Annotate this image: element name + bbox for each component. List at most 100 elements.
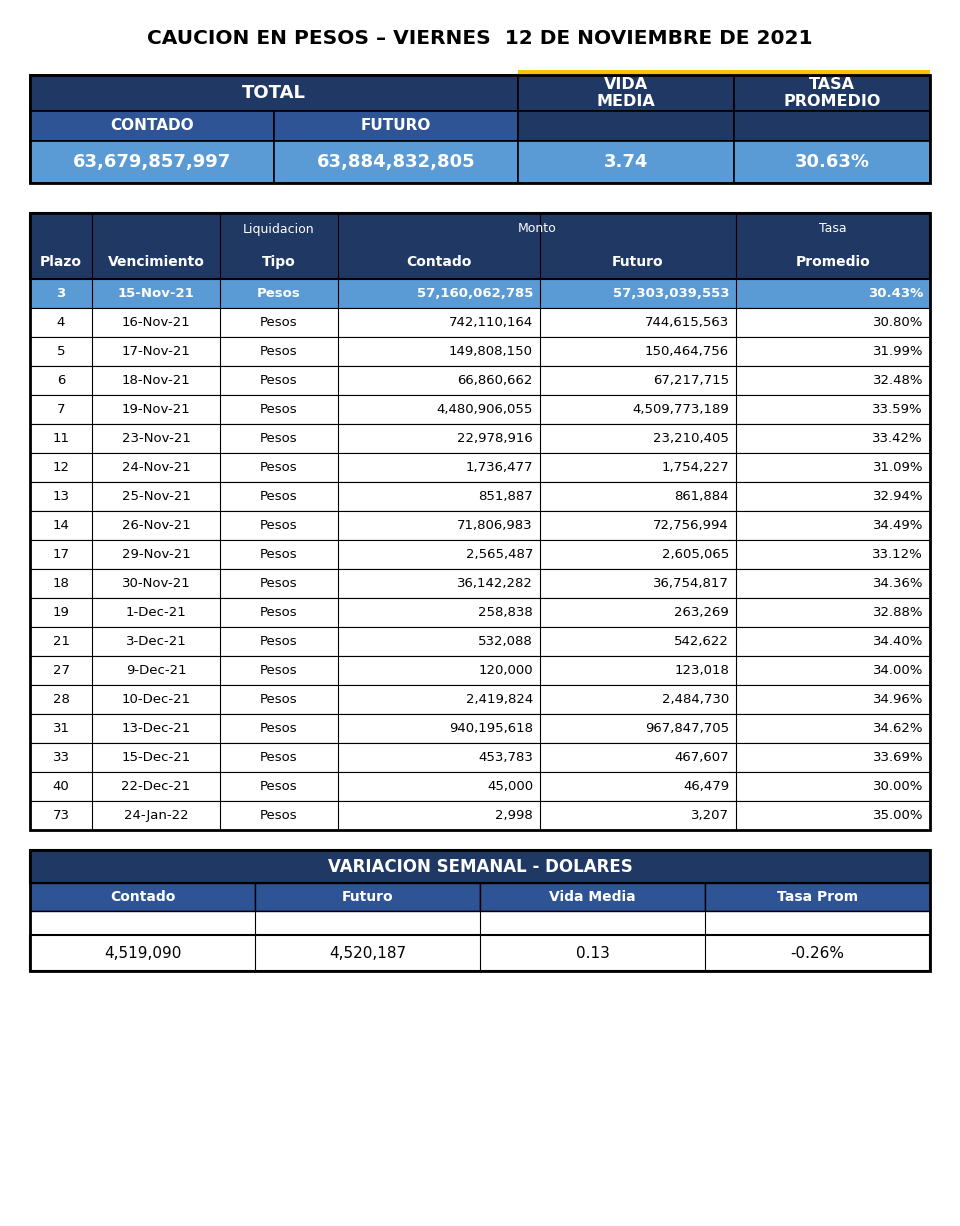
Text: 27: 27 (53, 664, 69, 677)
Text: 940,195,618: 940,195,618 (449, 722, 533, 736)
Text: Contado: Contado (406, 255, 471, 268)
Text: -0.26%: -0.26% (790, 945, 845, 960)
Bar (30, 714, 930, 743)
Text: 34.00%: 34.00% (873, 664, 923, 677)
Bar (30, 935, 930, 971)
Text: VIDA
MEDIA: VIDA MEDIA (596, 77, 656, 109)
Text: 120,000: 120,000 (478, 664, 533, 677)
Text: 2,605,065: 2,605,065 (661, 548, 729, 562)
Text: Pesos: Pesos (260, 577, 298, 590)
Text: 15-Dec-21: 15-Dec-21 (121, 752, 191, 764)
Text: 34.40%: 34.40% (873, 635, 923, 649)
Bar (518, 75, 734, 112)
Text: Pesos: Pesos (260, 316, 298, 329)
Text: 21: 21 (53, 635, 69, 649)
Text: 31.09%: 31.09% (873, 461, 923, 474)
Bar (30, 367, 930, 395)
Text: 150,464,756: 150,464,756 (645, 345, 729, 358)
Text: 851,887: 851,887 (478, 490, 533, 503)
Text: 34.49%: 34.49% (873, 519, 923, 532)
Text: 258,838: 258,838 (478, 606, 533, 619)
Bar (30, 685, 930, 714)
Text: 63,884,832,805: 63,884,832,805 (317, 153, 475, 170)
Text: 30.80%: 30.80% (873, 316, 923, 329)
Text: Pesos: Pesos (260, 432, 298, 445)
Bar (255, 883, 480, 911)
Bar (30, 141, 274, 183)
Bar (30, 850, 930, 883)
Text: CONTADO: CONTADO (110, 119, 194, 134)
Text: 19-Nov-21: 19-Nov-21 (122, 403, 190, 416)
Text: 17-Nov-21: 17-Nov-21 (122, 345, 190, 358)
Text: 453,783: 453,783 (478, 752, 533, 764)
Text: 13-Dec-21: 13-Dec-21 (121, 722, 191, 736)
Bar (30, 280, 930, 308)
Text: Pesos: Pesos (260, 403, 298, 416)
Text: 36,754,817: 36,754,817 (653, 577, 729, 590)
Text: 45,000: 45,000 (487, 780, 533, 793)
Text: 25-Nov-21: 25-Nov-21 (122, 490, 190, 503)
Text: 34.36%: 34.36% (873, 577, 923, 590)
Text: 35.00%: 35.00% (873, 809, 923, 821)
Bar (274, 141, 518, 183)
Bar (30, 395, 930, 424)
Bar (30, 511, 930, 539)
Text: 10-Dec-21: 10-Dec-21 (121, 693, 191, 706)
Bar (480, 883, 705, 911)
Text: Pesos: Pesos (257, 287, 300, 300)
Text: Tipo: Tipo (262, 255, 296, 268)
Text: 15-Nov-21: 15-Nov-21 (118, 287, 194, 300)
Text: 30.43%: 30.43% (868, 287, 923, 300)
Text: 73: 73 (53, 809, 69, 821)
Text: 4,520,187: 4,520,187 (329, 945, 406, 960)
Bar (518, 70, 930, 75)
Text: 28: 28 (53, 693, 69, 706)
Bar (30, 626, 930, 656)
Text: 4,509,773,189: 4,509,773,189 (633, 403, 729, 416)
Bar (30, 539, 930, 569)
Text: 14: 14 (53, 519, 69, 532)
Text: 18: 18 (53, 577, 69, 590)
Bar (30, 569, 930, 598)
Text: 3-Dec-21: 3-Dec-21 (126, 635, 186, 649)
Text: 1-Dec-21: 1-Dec-21 (126, 606, 186, 619)
Text: 1,754,227: 1,754,227 (661, 461, 729, 474)
Text: 23-Nov-21: 23-Nov-21 (122, 432, 190, 445)
Text: 123,018: 123,018 (674, 664, 729, 677)
Text: 32.48%: 32.48% (873, 374, 923, 387)
Text: 532,088: 532,088 (478, 635, 533, 649)
Bar (518, 141, 734, 183)
Text: Pesos: Pesos (260, 664, 298, 677)
Text: Pesos: Pesos (260, 374, 298, 387)
Text: Pesos: Pesos (260, 635, 298, 649)
Bar (30, 452, 930, 482)
Text: 23,210,405: 23,210,405 (653, 432, 729, 445)
Text: Pesos: Pesos (260, 752, 298, 764)
Bar (30, 482, 930, 511)
Text: 32.88%: 32.88% (873, 606, 923, 619)
Bar (30, 75, 930, 183)
Text: Pesos: Pesos (260, 693, 298, 706)
Text: Pesos: Pesos (260, 606, 298, 619)
Bar (30, 75, 518, 112)
Bar (30, 850, 930, 971)
Text: 26-Nov-21: 26-Nov-21 (122, 519, 190, 532)
Text: 19: 19 (53, 606, 69, 619)
Text: 17: 17 (53, 548, 69, 562)
Text: 24-Nov-21: 24-Nov-21 (122, 461, 190, 474)
Bar (518, 112, 734, 141)
Text: 2,484,730: 2,484,730 (661, 693, 729, 706)
Text: Pesos: Pesos (260, 722, 298, 736)
Bar (734, 112, 930, 141)
Text: 2,419,824: 2,419,824 (466, 693, 533, 706)
Text: 24-Jan-22: 24-Jan-22 (124, 809, 188, 821)
Text: 31.99%: 31.99% (873, 345, 923, 358)
Bar (30, 801, 930, 830)
Text: 72,756,994: 72,756,994 (653, 519, 729, 532)
Text: Futuro: Futuro (612, 255, 663, 268)
Text: Vida Media: Vida Media (549, 890, 636, 904)
Text: TASA
PROMEDIO: TASA PROMEDIO (783, 77, 880, 109)
Text: 5: 5 (57, 345, 65, 358)
Text: 31: 31 (53, 722, 69, 736)
Text: 33.42%: 33.42% (873, 432, 923, 445)
